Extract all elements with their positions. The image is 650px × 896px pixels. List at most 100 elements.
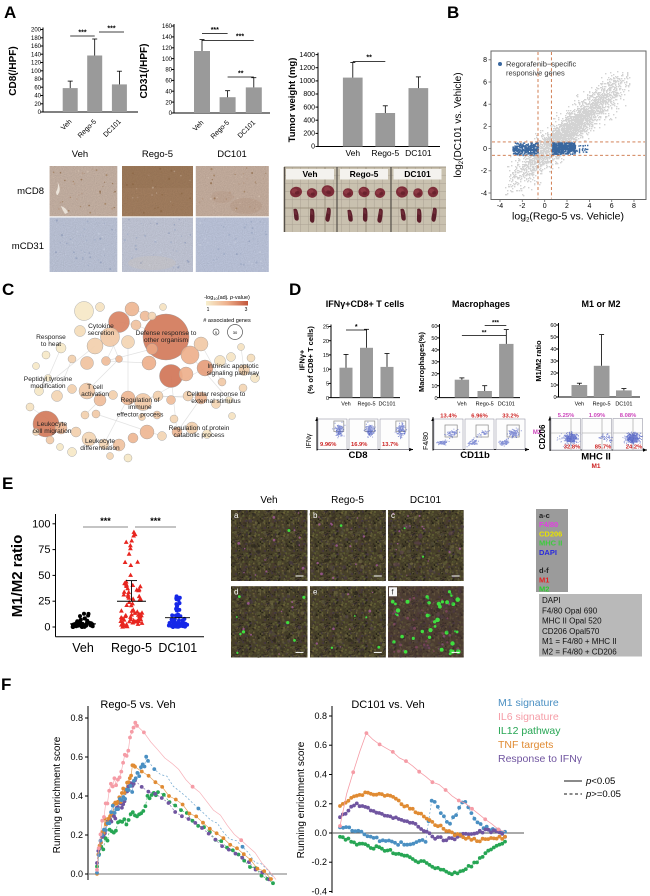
svg-text:0: 0 <box>553 395 556 401</box>
svg-text:DC101: DC101 <box>378 402 395 408</box>
svg-text:0: 0 <box>434 396 437 402</box>
svg-text:p<0.05: p<0.05 <box>585 776 615 787</box>
svg-text:30: 30 <box>431 360 437 366</box>
svg-text:DC101: DC101 <box>217 149 247 160</box>
svg-text:Rego-5: Rego-5 <box>142 149 173 160</box>
svg-text:Cellular response to: Cellular response to <box>187 391 246 398</box>
svg-text:Regulation of protein: Regulation of protein <box>169 425 230 432</box>
svg-text:100: 100 <box>31 69 42 75</box>
svg-text:log2(Rego-5 vs. Vehicle): log2(Rego-5 vs. Vehicle) <box>512 211 624 224</box>
svg-text:4: 4 <box>483 102 487 109</box>
svg-text:***: *** <box>100 516 111 526</box>
svg-text:DC101: DC101 <box>498 402 515 408</box>
svg-text:4: 4 <box>587 203 591 210</box>
svg-text:MHC II: MHC II <box>581 452 611 463</box>
svg-text:40: 40 <box>34 94 41 100</box>
svg-text:120: 120 <box>162 46 173 52</box>
svg-text:Regulation of: Regulation of <box>121 397 160 404</box>
svg-text:-4: -4 <box>481 190 487 197</box>
svg-text:20: 20 <box>165 100 172 106</box>
svg-text:IL12 pathway: IL12 pathway <box>498 725 561 737</box>
svg-text:0.4: 0.4 <box>70 791 83 801</box>
svg-text:160: 160 <box>162 24 173 30</box>
svg-text:IFNγ: IFNγ <box>306 433 313 448</box>
svg-text:# associated genes: # associated genes <box>203 318 251 324</box>
svg-text:p>=0.05: p>=0.05 <box>585 789 621 800</box>
svg-text:0: 0 <box>326 396 329 402</box>
svg-text:F4/80 Opal 690: F4/80 Opal 690 <box>542 606 598 615</box>
svg-text:A: A <box>4 3 16 22</box>
svg-text:100: 100 <box>162 57 173 63</box>
svg-text:-0.4: -0.4 <box>311 887 327 896</box>
svg-text:140: 140 <box>162 35 173 41</box>
svg-text:**: ** <box>482 331 487 337</box>
svg-text:Rego-5: Rego-5 <box>476 402 494 408</box>
svg-text:Leukocyte: Leukocyte <box>85 438 115 445</box>
svg-text:-0.2: -0.2 <box>311 857 327 867</box>
svg-text:0.6: 0.6 <box>314 740 327 750</box>
svg-text:0.6: 0.6 <box>70 752 83 762</box>
svg-text:MHC II: MHC II <box>539 539 562 548</box>
svg-text:Rego-5: Rego-5 <box>593 402 611 408</box>
svg-text:30: 30 <box>550 359 556 365</box>
svg-text:Rego-5: Rego-5 <box>331 495 364 506</box>
svg-text:***: *** <box>107 26 115 33</box>
svg-text:immune: immune <box>128 404 152 411</box>
svg-text:Regorafenib−specific: Regorafenib−specific <box>506 60 577 69</box>
svg-text:-2: -2 <box>519 203 525 210</box>
svg-text:75: 75 <box>38 544 50 556</box>
svg-text:Veh: Veh <box>345 148 360 158</box>
svg-text:80: 80 <box>34 77 41 83</box>
svg-text:0: 0 <box>38 110 42 116</box>
svg-text:180: 180 <box>31 36 42 42</box>
svg-text:F: F <box>1 675 11 694</box>
svg-text:T cell: T cell <box>87 384 103 391</box>
svg-text:Leukocyte: Leukocyte <box>37 421 67 428</box>
svg-text:40: 40 <box>550 347 556 353</box>
svg-text:M1/M2 ratio: M1/M2 ratio <box>534 340 543 382</box>
svg-text:0: 0 <box>543 203 547 210</box>
svg-text:DC101: DC101 <box>405 148 432 158</box>
svg-text:M1: M1 <box>591 463 600 470</box>
svg-text:DC101: DC101 <box>410 495 442 506</box>
svg-text:M1 = F4/80 + MHC II: M1 = F4/80 + MHC II <box>542 637 617 646</box>
svg-text:0: 0 <box>311 144 315 151</box>
svg-text:5: 5 <box>215 331 217 335</box>
svg-text:85.7%: 85.7% <box>595 445 611 451</box>
svg-text:DC101: DC101 <box>158 641 197 655</box>
svg-text:0.4: 0.4 <box>314 770 327 780</box>
svg-text:M1: M1 <box>539 575 549 584</box>
svg-text:catabolic process: catabolic process <box>174 432 226 439</box>
svg-text:50: 50 <box>38 570 50 582</box>
svg-text:6: 6 <box>483 79 487 86</box>
svg-text:5.25%: 5.25% <box>558 413 574 419</box>
svg-text:20: 20 <box>34 102 41 108</box>
svg-text:1.09%: 1.09% <box>589 413 605 419</box>
svg-text:0.2: 0.2 <box>314 799 327 809</box>
svg-text:1: 1 <box>207 307 210 313</box>
svg-text:Rego-5: Rego-5 <box>111 641 152 655</box>
svg-text:Rego-5 vs. Veh: Rego-5 vs. Veh <box>100 699 175 711</box>
svg-text:Response to IFNγ: Response to IFNγ <box>498 753 583 765</box>
svg-text:M1/M2 ratio: M1/M2 ratio <box>9 535 26 618</box>
svg-text:160: 160 <box>31 44 42 50</box>
svg-text:0: 0 <box>44 622 50 634</box>
svg-text:0.8: 0.8 <box>70 713 83 723</box>
svg-text:IL6 signature: IL6 signature <box>498 711 559 723</box>
svg-text:DAPI: DAPI <box>539 548 557 557</box>
svg-text:responsive genes: responsive genes <box>506 69 565 78</box>
svg-text:Response: Response <box>36 334 66 341</box>
svg-text:50: 50 <box>431 336 437 342</box>
svg-text:10: 10 <box>431 384 437 390</box>
svg-text:CD206: CD206 <box>538 424 547 449</box>
svg-text:-log10(adj. p-value): -log10(adj. p-value) <box>204 295 250 301</box>
svg-text:F4/80: F4/80 <box>539 520 558 529</box>
svg-text:0: 0 <box>483 146 487 153</box>
svg-text:400: 400 <box>303 117 315 124</box>
svg-text:140: 140 <box>31 53 42 59</box>
svg-text:DC101: DC101 <box>404 169 431 179</box>
svg-text:Rego-5: Rego-5 <box>357 402 375 408</box>
svg-text:CD206 Opal570: CD206 Opal570 <box>542 627 600 636</box>
svg-text:Running enrichment score: Running enrichment score <box>52 736 63 853</box>
svg-text:log2(DC101 vs. Vehicle): log2(DC101 vs. Vehicle) <box>453 72 465 177</box>
